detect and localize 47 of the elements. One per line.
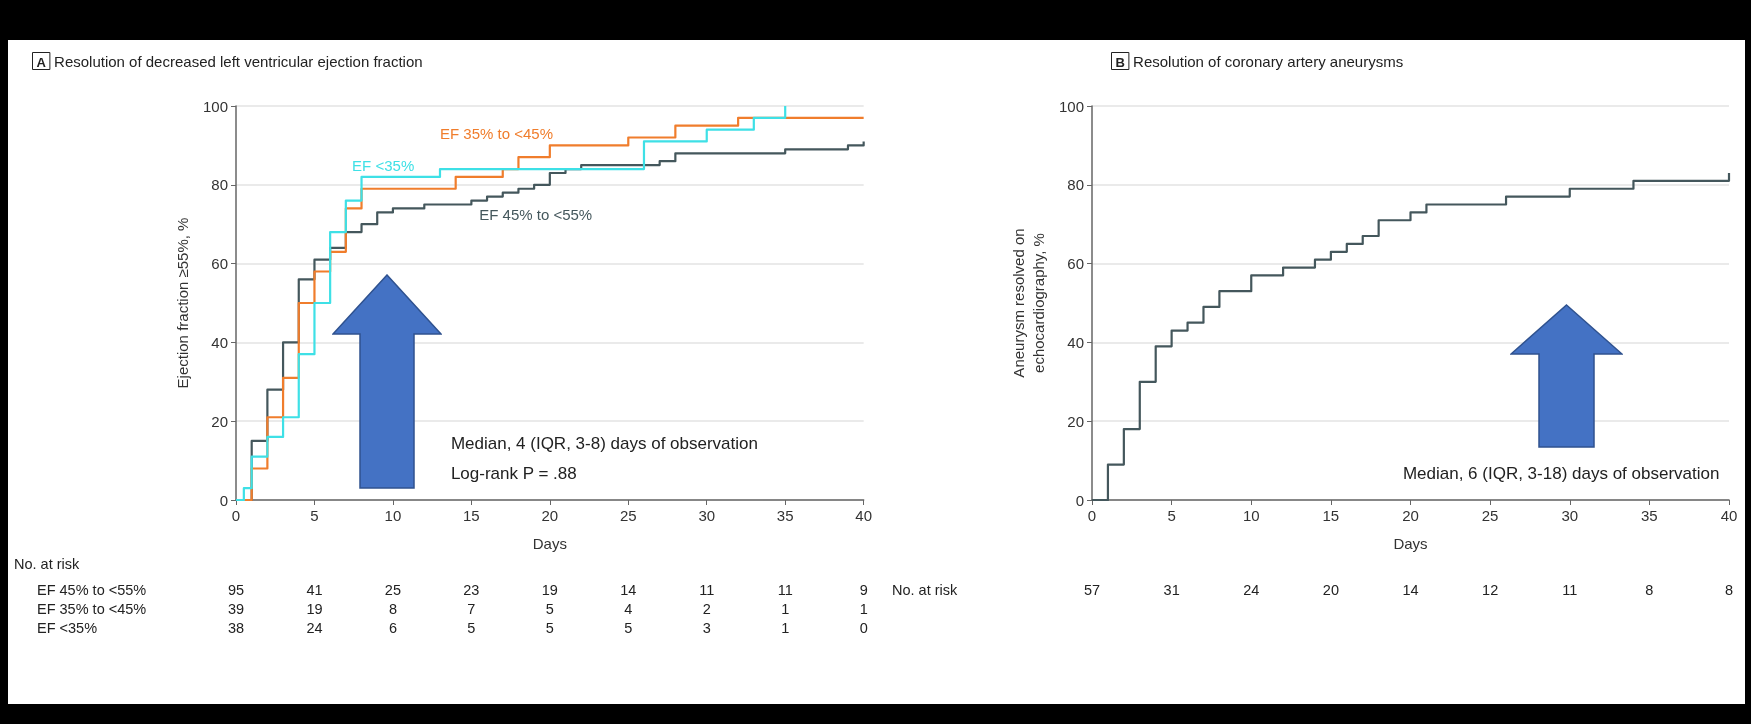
x-tick-label: 15 bbox=[1322, 507, 1340, 524]
x-tick-label: 30 bbox=[698, 507, 716, 524]
y-tick-label: 40 bbox=[1067, 333, 1084, 351]
y-tick-label: 20 bbox=[1067, 412, 1084, 430]
series-label: EF <35% bbox=[352, 156, 415, 174]
text: EF <35% 38 24 6 5 5 5 3 1 0 bbox=[37, 620, 868, 636]
x-tick-label: 25 bbox=[1481, 507, 1499, 524]
x-tick-label: 40 bbox=[855, 507, 872, 524]
annotation: Median, 6 (IQR, 3-18) days of observation bbox=[1402, 463, 1720, 483]
x-tick-label: 0 bbox=[231, 507, 241, 524]
x-tick-label: 0 bbox=[1087, 507, 1097, 524]
x-tick-label: 35 bbox=[776, 507, 794, 524]
x-tick-label: 10 bbox=[384, 507, 402, 524]
y-tick-label: 0 bbox=[1075, 491, 1084, 509]
chart-title: A Resolution of decreased left ventricular ejection fraction bbox=[36, 52, 423, 70]
x-axis-title: Days bbox=[532, 535, 567, 552]
text: EF 45% to <55% 95 41 25 23 19 14 11 11 9 bbox=[37, 582, 868, 598]
annotation: Log-rank P = .88 bbox=[450, 463, 577, 483]
x-axis-title: Days bbox=[1393, 535, 1428, 552]
annotation: Median, 4 (IQR, 3-8) days of observation bbox=[450, 433, 758, 453]
x-tick-label: 20 bbox=[541, 507, 559, 524]
y-tick-label: 40 bbox=[211, 333, 228, 351]
text: No. at risk bbox=[14, 556, 81, 572]
x-tick-label: 30 bbox=[1561, 507, 1579, 524]
y-tick-label: 0 bbox=[219, 491, 228, 509]
series-label: EF 35% to <45% bbox=[439, 125, 553, 143]
y-tick-label: 100 bbox=[202, 97, 228, 115]
text: No. at risk 57 31 24 20 14 12 11 8 8 bbox=[892, 582, 1734, 598]
series-label: EF 45% to <55% bbox=[479, 205, 593, 223]
x-tick-label: 5 bbox=[1167, 507, 1176, 524]
x-tick-label: 40 bbox=[1720, 507, 1738, 524]
y-tick-label: 20 bbox=[211, 412, 228, 430]
x-tick-label: 20 bbox=[1402, 507, 1419, 524]
x-tick-label: 10 bbox=[1242, 507, 1260, 524]
y-tick-label: 60 bbox=[1067, 255, 1084, 273]
x-tick-label: 35 bbox=[1641, 507, 1658, 524]
y-tick-label: 100 bbox=[1058, 97, 1084, 115]
text: EF 35% to <45% 39 19 8 7 5 4 2 1 1 bbox=[37, 601, 868, 617]
y-tick-label: 80 bbox=[1067, 176, 1084, 194]
x-tick-label: 15 bbox=[463, 507, 480, 524]
y-axis-title: Ejection fraction ≥55%, % bbox=[173, 217, 191, 389]
x-tick-label: 25 bbox=[619, 507, 637, 524]
x-tick-label: 5 bbox=[310, 507, 319, 524]
y-axis-title: Aneurysm resolved on echocardiography, % bbox=[1009, 228, 1047, 378]
y-tick-label: 60 bbox=[211, 255, 228, 273]
y-tick-label: 80 bbox=[211, 176, 228, 194]
chart-title: B Resolution of coronary artery aneurysms bbox=[1115, 52, 1404, 70]
